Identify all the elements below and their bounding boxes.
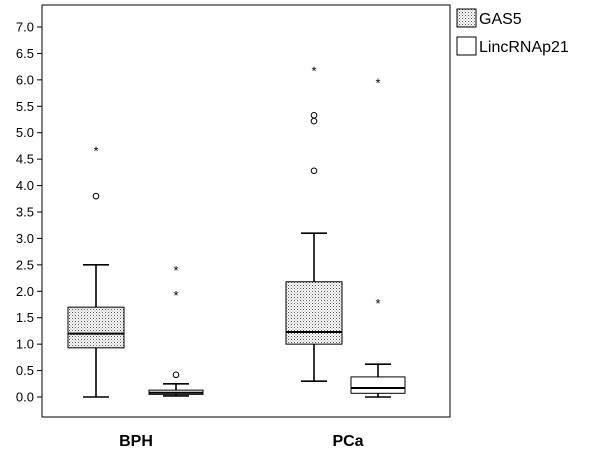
iqr-box <box>350 376 406 394</box>
legend-swatch <box>456 8 477 28</box>
y-tick-label: 2.0 <box>16 284 34 299</box>
box-GAS5-PCa: * <box>285 63 343 382</box>
y-tick-label: 5.5 <box>16 99 34 114</box>
iqr-box <box>285 281 343 345</box>
extreme-marker: * <box>173 263 178 278</box>
y-tick-label: 3.5 <box>16 205 34 220</box>
box-GAS5-BPH: * <box>67 144 125 398</box>
extreme-marker: * <box>311 63 316 78</box>
x-category-label: BPH <box>119 433 153 450</box>
outlier-marker <box>172 371 180 379</box>
y-tick-label: 5.0 <box>16 125 34 140</box>
legend-swatch <box>456 36 477 56</box>
box-LincRNAp21-BPH: ** <box>148 263 204 397</box>
y-tick-label: 2.5 <box>16 257 34 272</box>
outlier-marker <box>92 192 100 200</box>
y-tick-label: 1.0 <box>16 337 34 352</box>
box-LincRNAp21-PCa: ** <box>350 75 406 398</box>
y-tick-label: 6.5 <box>16 46 34 61</box>
y-tick-label: 0.5 <box>16 363 34 378</box>
extreme-marker: * <box>375 75 380 90</box>
y-tick-label: 3.0 <box>16 231 34 246</box>
outlier-marker <box>310 117 318 125</box>
extreme-marker: * <box>173 288 178 303</box>
box-series: ****** <box>67 63 406 398</box>
legend: GAS5 LincRNAp21 <box>456 8 569 56</box>
extreme-marker: * <box>375 296 380 311</box>
y-tick-label: 7.0 <box>16 20 34 35</box>
y-tick-label: 4.0 <box>16 178 34 193</box>
x-axis: BPH PCa <box>119 433 364 450</box>
y-tick-label: 6.0 <box>16 72 34 87</box>
y-tick-label: 1.5 <box>16 310 34 325</box>
y-axis: 0.0 0.5 1.0 1.5 2.0 2.5 3.0 3.5 4.0 4.5 5.0 5.5 6.0 6… <box>16 20 42 405</box>
extreme-marker: * <box>93 144 98 159</box>
legend-label: LincRNAp21 <box>479 39 569 56</box>
outlier-marker <box>310 111 318 119</box>
outlier-marker <box>310 167 318 175</box>
iqr-box <box>67 306 125 349</box>
x-category-label: PCa <box>332 433 363 450</box>
plot-frame <box>41 4 451 418</box>
y-tick-label: 4.5 <box>16 152 34 167</box>
y-tick-label: 0.0 <box>16 390 34 405</box>
legend-label: GAS5 <box>479 11 522 28</box>
